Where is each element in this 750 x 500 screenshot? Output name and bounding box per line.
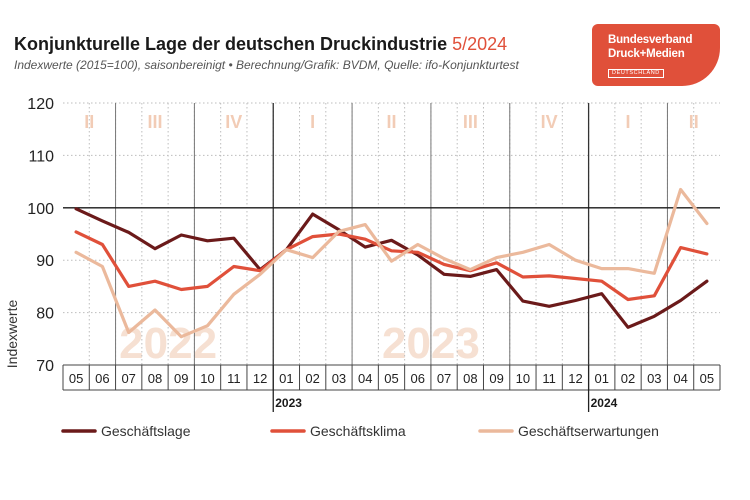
logo-line-3: DEUTSCHLAND: [608, 69, 664, 78]
y-tick-label: 70: [36, 358, 54, 375]
x-tick-label: 03: [332, 371, 346, 386]
x-tick-label: 10: [516, 371, 530, 386]
grid: [63, 102, 720, 366]
legend-label-geschäftsklima: Geschäftsklima: [310, 423, 406, 439]
logo-line-1: Bundesverband: [608, 34, 693, 46]
x-tick-label: 09: [489, 371, 503, 386]
x-tick-label: 06: [95, 371, 109, 386]
x-tick-label: 02: [305, 371, 319, 386]
y-tick-label: 100: [27, 201, 54, 218]
x-tick-label: 01: [595, 371, 609, 386]
x-tick-label: 03: [647, 371, 661, 386]
x-tick-label: 05: [700, 371, 714, 386]
x-tick-label: 01: [279, 371, 293, 386]
x-tick-label: 09: [174, 371, 188, 386]
x-tick-label: 07: [121, 371, 135, 386]
quarter-label: III: [147, 112, 162, 132]
y-axis-ticks: 70 80 90 100 110 120: [27, 96, 54, 375]
chart-title: Konjunkturelle Lage der deutschen Drucki…: [14, 34, 507, 55]
x-tick-label: 02: [621, 371, 635, 386]
x-tick-label: 04: [358, 371, 372, 386]
quarter-label: III: [463, 112, 478, 132]
quarter-label: I: [626, 112, 631, 132]
chart-title-text: Konjunkturelle Lage der deutschen Drucki…: [14, 34, 448, 54]
legend-label-geschäftslage: Geschäftslage: [101, 423, 191, 439]
series-lines: [74, 187, 709, 339]
quarter-label: IV: [541, 112, 558, 132]
x-tick-label: 05: [384, 371, 398, 386]
year-label: 2023: [275, 396, 302, 410]
x-tick-label: 11: [227, 371, 241, 386]
legend: Geschäftslage Geschäftsklima Geschäftserwa…: [61, 423, 659, 439]
x-tick-label: 12: [568, 371, 582, 386]
series-line-geschäftslage: [74, 207, 709, 329]
x-tick-label: 08: [463, 371, 477, 386]
year-label: 2024: [591, 396, 618, 410]
quarter-label: IV: [225, 112, 242, 132]
x-tick-label: 08: [148, 371, 162, 386]
bvdm-logo: Bundesverband Druck+Medien DEUTSCHLAND: [592, 24, 720, 86]
y-axis-label: Indexwerte: [4, 300, 20, 369]
x-tick-label: 12: [253, 371, 267, 386]
quarter-label: I: [310, 112, 315, 132]
y-tick-label: 90: [36, 253, 54, 270]
quarter-label: II: [689, 112, 699, 132]
chart-subtitle: Indexwerte (2015=100), saisonbereinigt •…: [14, 58, 519, 72]
x-tick-label: 06: [411, 371, 425, 386]
y-tick-label: 120: [27, 96, 54, 113]
legend-label-geschäftserwartungen: Geschäftserwartungen: [518, 423, 659, 439]
x-axis: 05 06 07 08 09 10 11 12 01 02 03 04 05 06 07 08 09 10 11 12…: [62, 364, 721, 412]
series-line-geschäftsklima: [74, 230, 709, 302]
quarter-labels: II III IV I II III IV I II: [84, 112, 698, 132]
x-tick-label: 10: [200, 371, 214, 386]
series-line-geschäftserwartungen: [74, 187, 709, 339]
quarter-label: II: [386, 112, 396, 132]
x-tick-label: 07: [437, 371, 451, 386]
x-tick-label: 04: [673, 371, 687, 386]
x-tick-label: 11: [542, 371, 556, 386]
y-tick-label: 110: [28, 148, 54, 165]
x-tick-label: 05: [69, 371, 83, 386]
y-tick-label: 80: [36, 306, 54, 323]
chart-title-date: 5/2024: [452, 34, 508, 54]
logo-line-2: Druck+Medien: [608, 48, 685, 60]
quarter-label: II: [84, 112, 94, 132]
